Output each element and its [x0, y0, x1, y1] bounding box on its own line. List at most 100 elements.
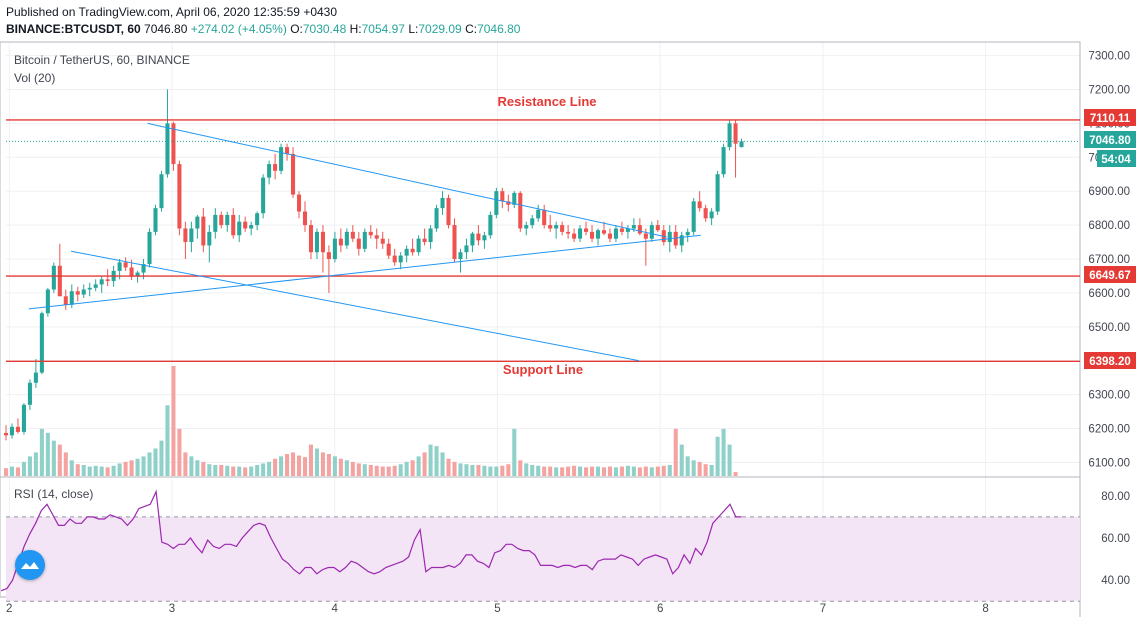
candle-body: [302, 211, 308, 226]
volume-bar: [326, 454, 331, 476]
candle-body: [595, 230, 601, 239]
low-label: L:: [408, 22, 419, 36]
time-tick-label: 5: [494, 603, 500, 615]
volume-bar: [165, 405, 170, 476]
candle-body: [428, 228, 433, 243]
volume-bar: [219, 465, 224, 476]
tradingview-cloud-icon[interactable]: [15, 550, 45, 580]
candle-body: [727, 123, 732, 148]
candle-body: [21, 404, 26, 432]
volume-bar: [69, 460, 74, 476]
candle-body: [225, 214, 230, 226]
candle-body: [691, 201, 696, 232]
candle-body: [57, 265, 62, 297]
volume-bar: [649, 467, 654, 476]
candle-body: [219, 214, 224, 226]
candle-body: [362, 231, 367, 249]
price-tick-label: 6800.00: [1088, 220, 1130, 232]
pane-frame: [0, 41, 1081, 598]
candle-body: [374, 235, 379, 239]
price-change: +274.02 (+4.05%): [190, 22, 287, 36]
candle-body: [733, 123, 738, 144]
candle-body: [213, 214, 218, 232]
high-value: 7054.97: [361, 22, 405, 36]
candle-body: [261, 177, 266, 214]
volume-bar: [308, 444, 314, 476]
volume-bar: [33, 452, 38, 476]
volume-bar: [261, 463, 266, 476]
volume-bar: [99, 466, 104, 476]
candle-body: [135, 272, 140, 277]
candle-body: [344, 231, 349, 246]
candle-body: [123, 262, 128, 268]
volume-bar: [410, 460, 415, 476]
volume-bar: [512, 428, 517, 476]
volume-bar: [362, 464, 367, 476]
price-tick-label: 6100.00: [1088, 457, 1130, 469]
last-price-badge: 7046.80: [1089, 135, 1131, 147]
candle-body: [285, 147, 290, 154]
candle-body: [410, 248, 415, 253]
volume-bar: [584, 467, 589, 476]
candle-body: [356, 238, 361, 249]
candle-body: [721, 147, 726, 175]
candle-body: [530, 218, 535, 226]
rsi-tick-label: 80.00: [1101, 491, 1130, 503]
candle-body: [255, 213, 260, 226]
candle-body: [183, 228, 188, 243]
volume-bar: [255, 465, 260, 476]
candle-body: [189, 228, 194, 243]
volume-bars: [3, 366, 738, 476]
candle-body: [296, 194, 302, 212]
volume-bar: [542, 466, 547, 476]
candle-body: [416, 238, 421, 253]
volume-bar: [57, 444, 62, 476]
candle-body: [619, 228, 624, 232]
price-tick-label: 6600.00: [1088, 288, 1130, 300]
candle-body: [488, 214, 493, 236]
candle-body: [601, 230, 607, 234]
volume-bar: [111, 465, 116, 476]
volume-bar: [39, 428, 44, 476]
volume-bar: [661, 465, 666, 476]
candle-body: [93, 284, 98, 288]
candle-body: [440, 197, 445, 209]
candle-body: [69, 291, 74, 305]
volume-bar: [619, 466, 624, 476]
volume-bar: [643, 466, 648, 476]
logo-glyph: [21, 562, 39, 569]
volume-bar: [679, 444, 684, 476]
volume-bar: [452, 461, 457, 476]
volume-bar: [332, 456, 337, 476]
candle-body: [589, 231, 595, 239]
candle-body: [380, 238, 385, 244]
last-price-badge-bg: [1084, 131, 1136, 148]
candle-body: [326, 252, 331, 259]
rsi-polyline: [0, 489, 742, 592]
candle-body: [446, 197, 451, 226]
volume-bar: [3, 468, 9, 476]
candle-body: [560, 225, 565, 232]
volume-bar: [422, 452, 427, 476]
horizontal-levels: [6, 119, 1080, 362]
candle-body: [422, 238, 427, 243]
candle-body: [482, 235, 487, 241]
candle-body: [308, 225, 314, 253]
rsi-line: [0, 489, 742, 592]
volume-bar: [374, 465, 379, 476]
volume-bar: [15, 467, 20, 476]
time-axis: 2 3 4 5 6 7 8: [6, 603, 989, 615]
support-badge: 6398.20: [1089, 356, 1131, 368]
candle-body: [195, 216, 200, 229]
volume-bar: [93, 465, 98, 476]
candle-body: [572, 233, 577, 239]
pane-title: Bitcoin / TetherUS, 60, BINANCE: [14, 53, 190, 67]
candle-body: [655, 225, 660, 231]
rsi-tick-label: 40.00: [1101, 575, 1130, 587]
volume-bar: [416, 456, 421, 476]
volume-bar: [589, 466, 595, 476]
volume-bar: [530, 465, 535, 476]
candle-body: [9, 426, 15, 436]
volume-bar: [404, 461, 409, 476]
